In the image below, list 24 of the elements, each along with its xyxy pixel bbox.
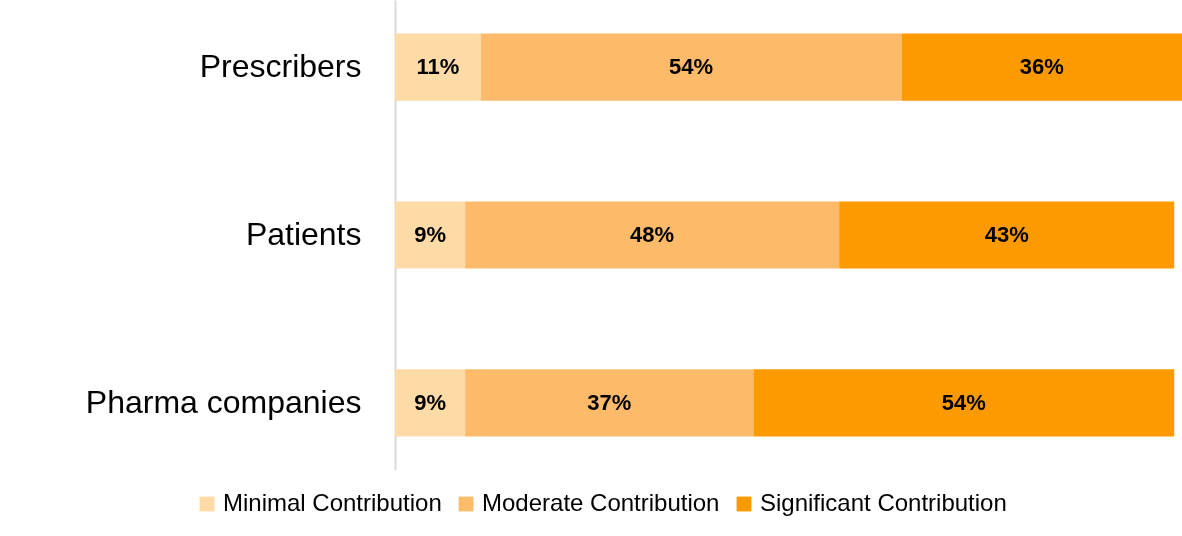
bar (395, 33, 481, 101)
y-tick-label: Patients (245, 216, 362, 252)
y-tick-label: Pharma companies (85, 383, 362, 420)
bar (395, 369, 466, 437)
legend-label: Minimal Contribution (223, 489, 442, 516)
data-label: 48% (630, 222, 675, 247)
data-label: 54% (941, 389, 986, 415)
bar (839, 201, 1175, 269)
bar (395, 201, 466, 269)
data-label: 9% (414, 222, 446, 247)
bar (753, 369, 1175, 437)
bar (480, 33, 902, 101)
y-tick-label: Prescribers (199, 48, 362, 85)
bar (901, 33, 1182, 101)
bar (465, 201, 840, 269)
data-label: 54% (669, 54, 714, 80)
data-label: 43% (984, 222, 1029, 247)
data-label: 37% (587, 389, 632, 415)
data-label: 36% (1019, 54, 1064, 80)
legend-label: Moderate Contribution (482, 489, 720, 516)
bar (465, 369, 754, 437)
legend-label: Significant Contribution (760, 489, 1007, 516)
data-label: 11% (416, 54, 460, 80)
data-label: 9% (414, 389, 446, 415)
